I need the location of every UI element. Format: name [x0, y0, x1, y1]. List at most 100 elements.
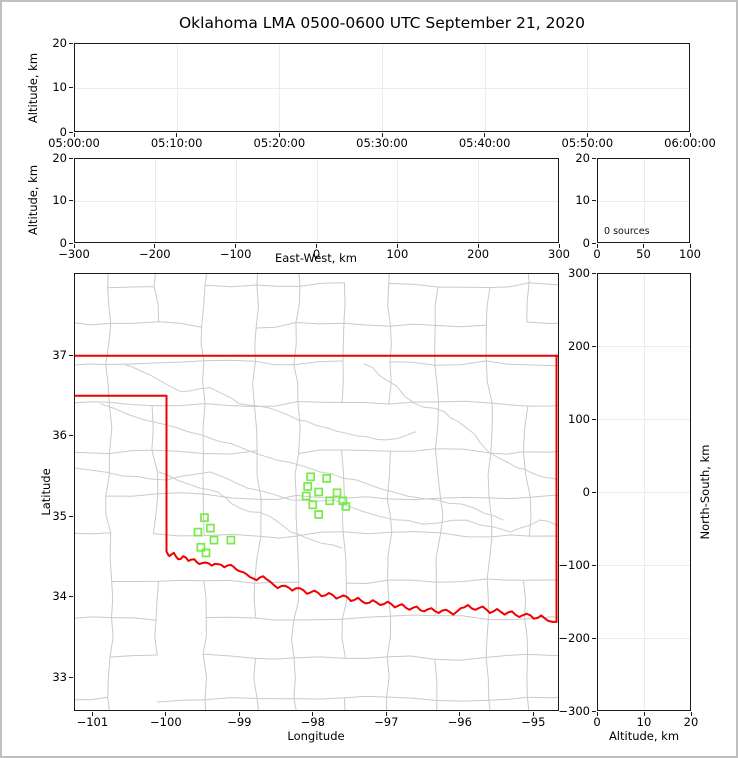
y-tick-mark — [592, 418, 596, 420]
x-tick-mark — [385, 712, 387, 716]
y-tick-mark — [69, 676, 73, 678]
x-tick-mark — [165, 712, 167, 716]
lma-station-marker — [206, 523, 215, 533]
y-tick-label: −200 — [558, 630, 590, 645]
oklahoma-map — [75, 274, 558, 710]
y-tick-mark — [592, 564, 596, 566]
x-tick-mark — [689, 133, 691, 137]
gridline — [598, 419, 690, 420]
x-tick-mark — [154, 244, 156, 248]
y-tick-mark — [69, 87, 73, 88]
ns-height-xlabel: Altitude, km — [608, 729, 680, 743]
x-tick-mark — [532, 712, 534, 716]
lma-station-marker — [308, 500, 318, 510]
x-tick-mark — [643, 244, 644, 248]
y-tick-mark — [592, 491, 596, 493]
y-tick-mark — [69, 435, 73, 437]
y-tick-label: 0 — [59, 235, 67, 250]
gridline — [598, 492, 690, 493]
x-tick-label: −97 — [374, 715, 399, 729]
x-tick-label: −95 — [521, 715, 546, 729]
y-tick-label: 33 — [52, 669, 67, 684]
x-tick-label: 0 — [593, 247, 601, 261]
y-tick-mark — [69, 200, 73, 201]
x-tick-mark — [558, 244, 560, 248]
x-tick-label: 05:10:00 — [150, 136, 203, 150]
lma-station-marker — [201, 548, 211, 558]
x-tick-label: 20 — [683, 715, 699, 729]
x-tick-mark — [477, 244, 479, 248]
x-tick-label: 300 — [548, 247, 570, 261]
lma-station-marker — [301, 491, 311, 501]
y-tick-mark — [592, 710, 596, 712]
ns-height-ylabel-right: North-South, km — [698, 444, 712, 540]
y-tick-label: 20 — [575, 150, 590, 165]
y-tick-label: 36 — [52, 428, 67, 443]
y-tick-label: 35 — [52, 508, 67, 523]
y-tick-mark — [69, 242, 73, 244]
x-tick-mark — [643, 712, 645, 716]
x-tick-mark — [91, 712, 93, 716]
y-tick-mark — [69, 596, 73, 598]
x-tick-label: 200 — [467, 247, 490, 261]
x-tick-label: 100 — [386, 247, 409, 261]
x-tick-label: −100 — [150, 715, 182, 729]
x-tick-mark — [689, 244, 691, 248]
y-tick-label: −100 — [558, 557, 590, 572]
gridline — [75, 200, 558, 202]
river-line — [363, 363, 558, 481]
ew-height-xlabel: East-West, km — [275, 251, 357, 265]
x-tick-mark — [176, 133, 178, 137]
y-tick-mark — [592, 637, 596, 639]
y-tick-label: 37 — [52, 347, 67, 362]
x-tick-mark — [278, 133, 280, 137]
y-tick-label: −300 — [558, 703, 590, 718]
x-tick-label: 05:20:00 — [253, 136, 306, 150]
x-tick-mark — [690, 712, 692, 716]
y-tick-mark — [592, 345, 596, 347]
lma-station-marker — [196, 542, 206, 552]
lma-station-marker — [303, 482, 313, 491]
y-tick-label: 0 — [59, 124, 67, 139]
x-tick-label: −200 — [139, 247, 171, 261]
gridline — [598, 638, 690, 639]
map-xlabel: Longitude — [287, 729, 345, 743]
x-tick-mark — [381, 133, 383, 137]
source-count-annotation: 0 sources — [604, 226, 650, 237]
x-tick-label: 06:00:00 — [664, 136, 716, 150]
x-tick-mark — [596, 244, 598, 248]
x-tick-label: −101 — [76, 715, 109, 729]
y-tick-label: 34 — [52, 589, 67, 604]
x-tick-mark — [586, 133, 588, 137]
y-tick-label: 10 — [52, 80, 67, 94]
north-south-height-panel — [597, 273, 691, 711]
lma-station-marker — [314, 510, 324, 519]
y-tick-label: 100 — [568, 411, 590, 426]
x-tick-mark — [312, 712, 314, 716]
x-tick-mark — [316, 244, 317, 248]
river-line — [122, 363, 416, 441]
x-tick-mark — [459, 712, 461, 716]
river-line — [100, 403, 504, 521]
x-tick-label: −300 — [58, 247, 90, 261]
lma-station-marker — [209, 535, 219, 545]
y-tick-mark — [592, 200, 596, 201]
time-height-panel — [74, 43, 690, 132]
map-ylabel: Latitude — [39, 468, 53, 516]
y-tick-label: 200 — [568, 338, 590, 353]
y-tick-mark — [592, 272, 596, 274]
county-boundaries-layer — [75, 274, 558, 710]
y-tick-mark — [592, 242, 596, 244]
gridline — [598, 565, 690, 566]
lma-station-marker — [325, 496, 335, 506]
x-tick-label: 0 — [312, 247, 321, 261]
x-tick-label: 05:40:00 — [458, 136, 511, 150]
lma-station-marker — [332, 488, 342, 498]
lma-station-marker — [226, 535, 236, 545]
x-tick-label: 05:30:00 — [356, 136, 408, 150]
lma-station-marker — [341, 502, 351, 511]
x-tick-label: 05:50:00 — [561, 136, 614, 150]
lma-station-marker — [314, 487, 324, 497]
y-tick-label: 10 — [52, 193, 67, 207]
x-tick-label: 100 — [679, 247, 701, 261]
